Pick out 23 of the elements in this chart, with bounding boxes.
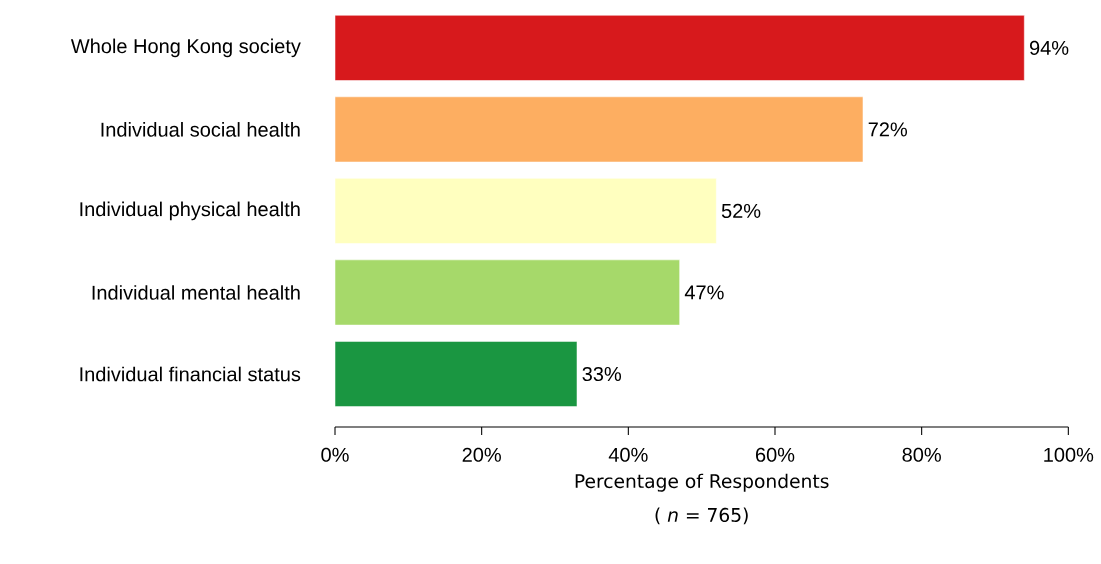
x-tick-label: 100%	[1044, 447, 1094, 462]
x-tick-label: 80%	[902, 447, 941, 462]
text: ( n = 765)	[655, 507, 748, 525]
data-label: 94%	[1029, 40, 1069, 55]
x-tick-label: 20%	[462, 447, 501, 462]
y-tick-label: Individual mental health	[92, 285, 300, 300]
data-label: 47%	[684, 285, 724, 300]
bar	[334, 341, 578, 407]
bar	[334, 259, 680, 326]
bar	[334, 178, 717, 244]
y-tick-label: Individual social health	[101, 122, 300, 137]
bar	[334, 15, 1025, 81]
data-label: 72%	[868, 122, 908, 137]
x-tick-label: 40%	[608, 447, 648, 462]
data-label: 33%	[582, 366, 622, 382]
x-axis-title: Percentage of Respondents	[575, 473, 829, 492]
bar	[334, 96, 864, 163]
data-label: 52%	[721, 203, 761, 219]
x-tick-label: 0%	[321, 447, 349, 462]
y-tick-label: Whole Hong Kong society	[70, 38, 301, 58]
x-tick-label: 60%	[756, 447, 795, 462]
y-tick-label: Individual financial status	[80, 366, 301, 382]
y-tick-label: Individual physical health	[80, 201, 300, 221]
